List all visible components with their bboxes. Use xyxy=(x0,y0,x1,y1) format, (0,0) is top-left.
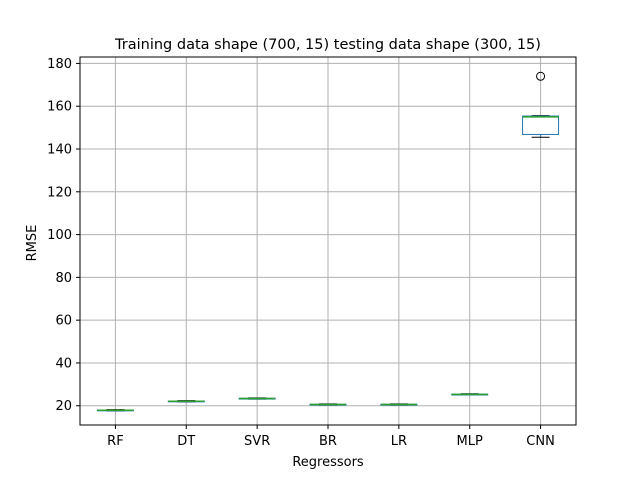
x-tick-label: CNN xyxy=(526,434,555,449)
y-tick-label: 60 xyxy=(55,314,72,329)
box-br xyxy=(309,403,347,406)
flier-point xyxy=(536,71,546,81)
y-axis-label: RMSE xyxy=(25,225,40,262)
box-cnn xyxy=(522,71,560,138)
y-tick-label: 120 xyxy=(47,185,72,200)
grid-lines xyxy=(80,57,576,425)
y-tick-label: 180 xyxy=(47,57,72,72)
x-axis-label: Regressors xyxy=(292,455,364,470)
box-dt xyxy=(167,400,205,403)
x-axis-ticks: RF DT SVR BR LR MLP CNN xyxy=(107,425,555,449)
box-svr xyxy=(238,397,276,400)
y-tick-label: 20 xyxy=(55,399,72,414)
y-tick-label: 80 xyxy=(55,271,72,286)
y-tick-label: 140 xyxy=(47,143,72,158)
box-series xyxy=(96,71,560,412)
chart-title: Training data shape (700, 15) testing da… xyxy=(114,37,541,53)
box-body xyxy=(522,115,560,135)
box-mlp xyxy=(451,393,489,396)
x-tick-label: DT xyxy=(177,434,195,449)
x-tick-label: LR xyxy=(391,434,407,449)
x-tick-label: BR xyxy=(319,434,337,449)
y-tick-label: 160 xyxy=(47,100,72,115)
x-tick-label: SVR xyxy=(244,434,270,449)
x-tick-label: MLP xyxy=(457,434,483,449)
y-tick-label: 100 xyxy=(47,228,72,243)
box-rf xyxy=(96,409,134,412)
y-axis-ticks: 20 40 60 80 100 120 140 160 180 xyxy=(47,57,80,414)
y-tick-label: 40 xyxy=(55,356,72,371)
x-tick-label: RF xyxy=(107,434,124,449)
box-lr xyxy=(380,403,418,406)
